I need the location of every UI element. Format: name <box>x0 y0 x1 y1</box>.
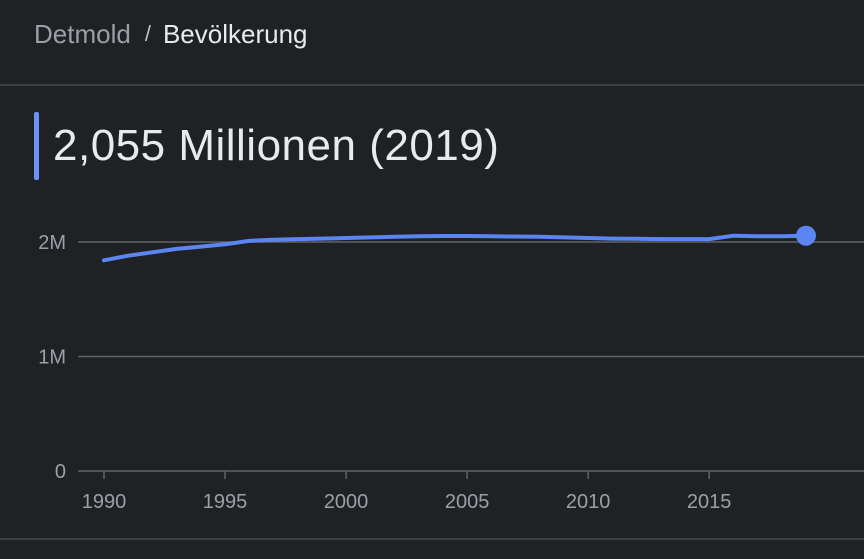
y-tick-label: 0 <box>55 461 66 483</box>
x-axis: 1990 1995 2000 2005 2010 2015 <box>82 471 732 513</box>
y-tick-label: 1M <box>38 347 66 369</box>
last-point-marker <box>796 225 816 246</box>
breadcrumb-current: Bevölkerung <box>162 18 308 49</box>
x-tick-label: 2015 <box>687 491 732 513</box>
divider-top <box>0 84 864 86</box>
y-tick-label: 2M <box>38 232 66 254</box>
divider-bottom <box>0 538 864 540</box>
series-layer <box>102 225 816 263</box>
x-tick-label: 2000 <box>324 491 369 513</box>
breadcrumb-parent-link[interactable]: Detmold <box>34 18 131 49</box>
grid-layer <box>78 241 864 472</box>
breadcrumb: Detmold / Bevölkerung <box>34 14 308 54</box>
headline: 2,055 Millionen (2019) <box>34 112 499 180</box>
y-axis-labels: 0 1M 2M <box>38 232 66 483</box>
accent-bar <box>34 112 39 180</box>
x-tick-label: 2010 <box>566 491 611 513</box>
x-tick-label: 2005 <box>445 491 490 513</box>
population-line-chart[interactable]: 0 1M 2M 1990 1995 2000 2005 2010 2015 <box>0 0 864 540</box>
breadcrumb-separator: / <box>144 21 151 46</box>
series-line <box>102 233 808 263</box>
x-tick-label: 1995 <box>203 491 248 513</box>
x-tick-label: 1990 <box>82 491 127 513</box>
headline-value: 2,055 Millionen (2019) <box>53 121 500 170</box>
